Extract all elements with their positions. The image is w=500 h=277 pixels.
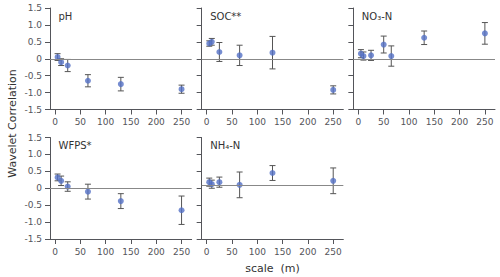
svg-text:0: 0: [36, 183, 42, 193]
svg-text:1.0: 1.0: [28, 20, 43, 30]
svg-text:-0.5: -0.5: [24, 71, 42, 81]
svg-text:1.0: 1.0: [28, 149, 43, 159]
svg-text:0.5: 0.5: [28, 166, 42, 176]
svg-text:pH: pH: [59, 11, 73, 22]
svg-text:200: 200: [451, 117, 468, 127]
svg-text:0: 0: [52, 247, 58, 257]
svg-text:-0.5: -0.5: [24, 200, 42, 210]
svg-text:50: 50: [226, 117, 238, 127]
svg-text:200: 200: [148, 247, 165, 257]
svg-text:250: 250: [476, 117, 493, 127]
svg-text:NO₃-N: NO₃-N: [362, 11, 392, 22]
svg-text:150: 150: [122, 117, 139, 127]
svg-text:200: 200: [299, 247, 316, 257]
svg-text:100: 100: [249, 247, 266, 257]
svg-text:250: 250: [325, 247, 342, 257]
svg-text:100: 100: [97, 117, 114, 127]
svg-text:0: 0: [36, 54, 42, 64]
svg-text:250: 250: [325, 117, 342, 127]
svg-text:100: 100: [97, 247, 114, 257]
svg-text:200: 200: [299, 117, 316, 127]
svg-text:100: 100: [249, 117, 266, 127]
svg-text:0: 0: [204, 117, 210, 127]
svg-text:250: 250: [173, 117, 190, 127]
svg-text:Wavelet Correlation: Wavelet Correlation: [6, 69, 19, 178]
svg-text:50: 50: [75, 117, 87, 127]
svg-text:WFPS*: WFPS*: [59, 140, 92, 151]
svg-text:0: 0: [204, 247, 210, 257]
svg-text:-1.5: -1.5: [24, 105, 42, 115]
svg-text:0: 0: [52, 117, 58, 127]
svg-text:50: 50: [226, 247, 238, 257]
svg-text:50: 50: [378, 117, 390, 127]
svg-text:-1.0: -1.0: [24, 217, 42, 227]
svg-text:1.5: 1.5: [28, 3, 42, 13]
svg-text:100: 100: [400, 117, 417, 127]
svg-text:scale (m): scale (m): [245, 262, 300, 275]
svg-text:150: 150: [274, 247, 291, 257]
svg-text:150: 150: [274, 117, 291, 127]
svg-text:-1.0: -1.0: [24, 88, 42, 98]
svg-text:0: 0: [356, 117, 362, 127]
svg-text:0.5: 0.5: [28, 37, 42, 47]
svg-text:250: 250: [173, 247, 190, 257]
svg-text:-1.5: -1.5: [24, 234, 42, 244]
svg-text:150: 150: [122, 247, 139, 257]
svg-text:150: 150: [426, 117, 443, 127]
svg-text:50: 50: [75, 247, 87, 257]
svg-text:NH₄-N: NH₄-N: [210, 140, 240, 151]
svg-text:1.5: 1.5: [28, 133, 42, 143]
svg-text:SOC**: SOC**: [210, 11, 241, 22]
svg-text:200: 200: [148, 117, 165, 127]
